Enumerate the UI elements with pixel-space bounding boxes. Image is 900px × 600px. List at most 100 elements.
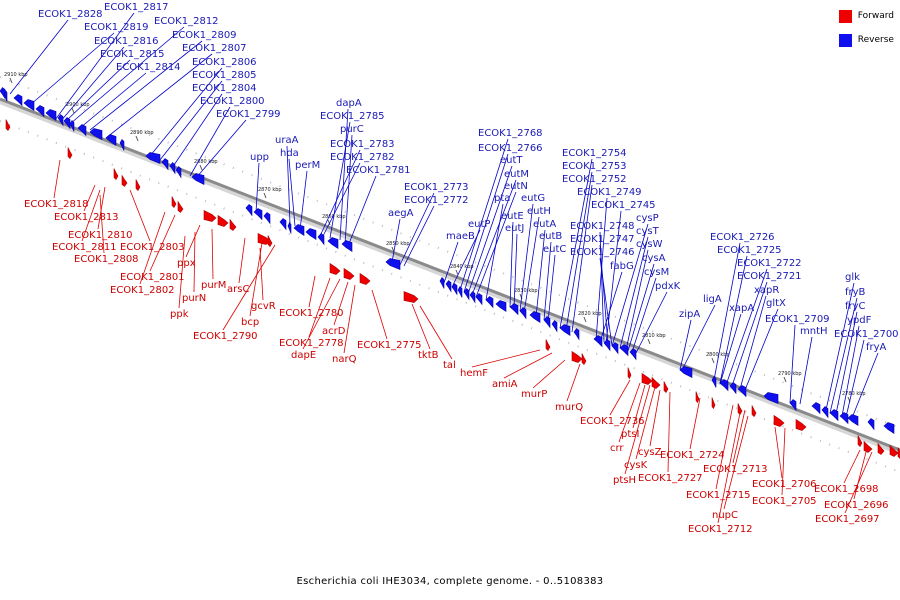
forward-gene-label-ecok1-2790: ECOK1_2790 <box>193 331 258 342</box>
reverse-gene-label-ecok1-2747: ECOK1_2747 <box>570 234 635 245</box>
reverse-gene-label-ecok1-2809: ECOK1_2809 <box>172 30 237 41</box>
forward-gene-arrow <box>403 291 419 303</box>
legend-reverse: Reverse <box>838 32 894 48</box>
reverse-gene-label-ecok1-2722: ECOK1_2722 <box>737 258 802 269</box>
reverse-gene-arrow <box>287 221 292 234</box>
reverse-gene-label-ecok1-2773: ECOK1_2773 <box>404 182 469 193</box>
reverse-gene-label-eutp: eutP <box>468 219 490 230</box>
reverse-gene-label-liga: ligA <box>703 294 722 305</box>
reverse-gene-arrow <box>327 237 339 250</box>
leader-line <box>339 108 349 241</box>
forward-gene-arrow <box>329 262 341 275</box>
forward-gene-label-ecok1-2813: ECOK1_2813 <box>54 212 119 223</box>
forward-gene-label-ecok1-2803: ECOK1_2803 <box>120 242 185 253</box>
forward-gene-label-tktb: tktB <box>418 350 439 361</box>
reverse-gene-arrow <box>35 105 45 118</box>
reverse-gene-arrow <box>253 208 263 221</box>
reverse-gene-label-eutm: eutM <box>504 169 529 180</box>
leader-line <box>566 363 581 402</box>
leader-line <box>625 249 649 351</box>
reverse-gene-label-hda: hda <box>280 148 299 159</box>
reverse-gene-arrow <box>263 212 271 225</box>
forward-gene-label-tal: tal <box>443 360 456 371</box>
axis-tick-label: 2790 kbp <box>778 371 802 377</box>
leader-line <box>559 158 593 329</box>
leader-line <box>451 229 481 288</box>
reverse-gene-arrow <box>341 240 353 253</box>
reverse-gene-label-cyst: cysT <box>636 226 660 237</box>
leader-line <box>249 242 263 317</box>
reverse-gene-label-ecok1-2700: ECOK1_2700 <box>834 329 899 340</box>
reverse-gene-arrow <box>191 173 205 185</box>
legend-forward-swatch <box>838 9 852 23</box>
leader-line <box>53 159 61 199</box>
axis-tick-mark <box>327 219 331 226</box>
reverse-gene-label-ecok1-2768: ECOK1_2768 <box>478 128 543 139</box>
forward-gene-arrow <box>203 210 217 222</box>
forward-gene-label-ecok1-2811: ECOK1_2811 <box>52 242 117 253</box>
reverse-gene-arrow <box>821 406 829 419</box>
legend-forward: Forward <box>838 8 894 24</box>
forward-gene-arrow <box>171 196 177 208</box>
legend-forward-label: Forward <box>857 11 894 21</box>
reverse-gene-arrow <box>463 288 470 301</box>
leader-line <box>565 171 593 331</box>
forward-gene-label-ppk: ppk <box>170 309 189 320</box>
leader-line <box>599 257 613 347</box>
reverse-gene-label-zipa: zipA <box>679 309 700 320</box>
reverse-gene-label-maeb: maeB <box>446 231 475 242</box>
axis-tick-mark <box>71 107 75 114</box>
leader-line <box>609 379 631 416</box>
leader-line <box>715 404 734 490</box>
reverse-gene-label-ecok1-2819: ECOK1_2819 <box>84 22 149 33</box>
reverse-gene-arrow <box>551 320 558 333</box>
reverse-gene-arrow <box>13 94 23 107</box>
forward-gene-label-ecok1-2780: ECOK1_2780 <box>279 308 344 319</box>
leader-line <box>343 284 356 354</box>
leader-line <box>519 203 534 312</box>
leader-line <box>105 53 213 139</box>
forward-gene-arrow <box>889 444 899 457</box>
axis-tick-label: 2820 kbp <box>578 311 602 317</box>
axis-tick-label: 2890 kbp <box>130 130 154 136</box>
reverse-gene-label-upp: upp <box>250 152 269 163</box>
reverse-gene-label-fryb: fryB <box>845 287 866 298</box>
reverse-gene-label-ypdf: ypdF <box>847 315 872 326</box>
axis-tick-label: 2910 kbp <box>4 72 28 78</box>
reverse-gene-arrow <box>305 228 317 241</box>
reverse-gene-label-xapa: xapA <box>729 303 754 314</box>
axis-tick-label: 2800 kbp <box>706 352 730 358</box>
axis-tick-label: 2870 kbp <box>258 187 282 193</box>
reverse-gene-label-ecok1-2817: ECOK1_2817 <box>104 2 169 13</box>
leader-line <box>789 324 796 404</box>
forward-gene-label-murp: murP <box>521 389 547 400</box>
leader-line <box>286 145 291 225</box>
leader-line <box>371 289 388 340</box>
forward-gene-label-ecok1-2818: ECOK1_2818 <box>24 199 89 210</box>
leader-line <box>774 426 783 479</box>
leader-line <box>631 277 657 353</box>
leader-line <box>83 184 96 212</box>
reverse-gene-label-ecok1-2748: ECOK1_2748 <box>570 221 635 232</box>
forward-gene-label-ecok1-2706: ECOK1_2706 <box>752 479 817 490</box>
reverse-gene-arrow <box>847 414 859 427</box>
reverse-gene-label-eutn: eutN <box>504 181 528 192</box>
forward-gene-arrow <box>135 179 141 191</box>
forward-gene-label-ecok1-2724: ECOK1_2724 <box>660 450 725 461</box>
reverse-gene-arrow <box>445 280 452 293</box>
forward-gene-label-ppx: ppx <box>177 258 196 269</box>
leader-line <box>649 389 661 447</box>
axis-tick-mark <box>647 338 651 345</box>
forward-gene-arrow <box>695 391 700 404</box>
reverse-gene-arrow <box>619 344 629 357</box>
axis-tick-mark <box>711 357 715 364</box>
forward-gene-label-gcvr: gcvR <box>251 301 276 312</box>
reverse-gene-arrow <box>559 324 571 337</box>
leader-line <box>463 153 509 293</box>
reverse-gene-label-ecok1-2781: ECOK1_2781 <box>346 165 411 176</box>
axis-tick-mark <box>135 135 139 142</box>
reverse-gene-label-ecok1-2799: ECOK1_2799 <box>216 109 281 120</box>
leader-line <box>713 242 741 381</box>
reverse-gene-arrow <box>23 99 35 112</box>
